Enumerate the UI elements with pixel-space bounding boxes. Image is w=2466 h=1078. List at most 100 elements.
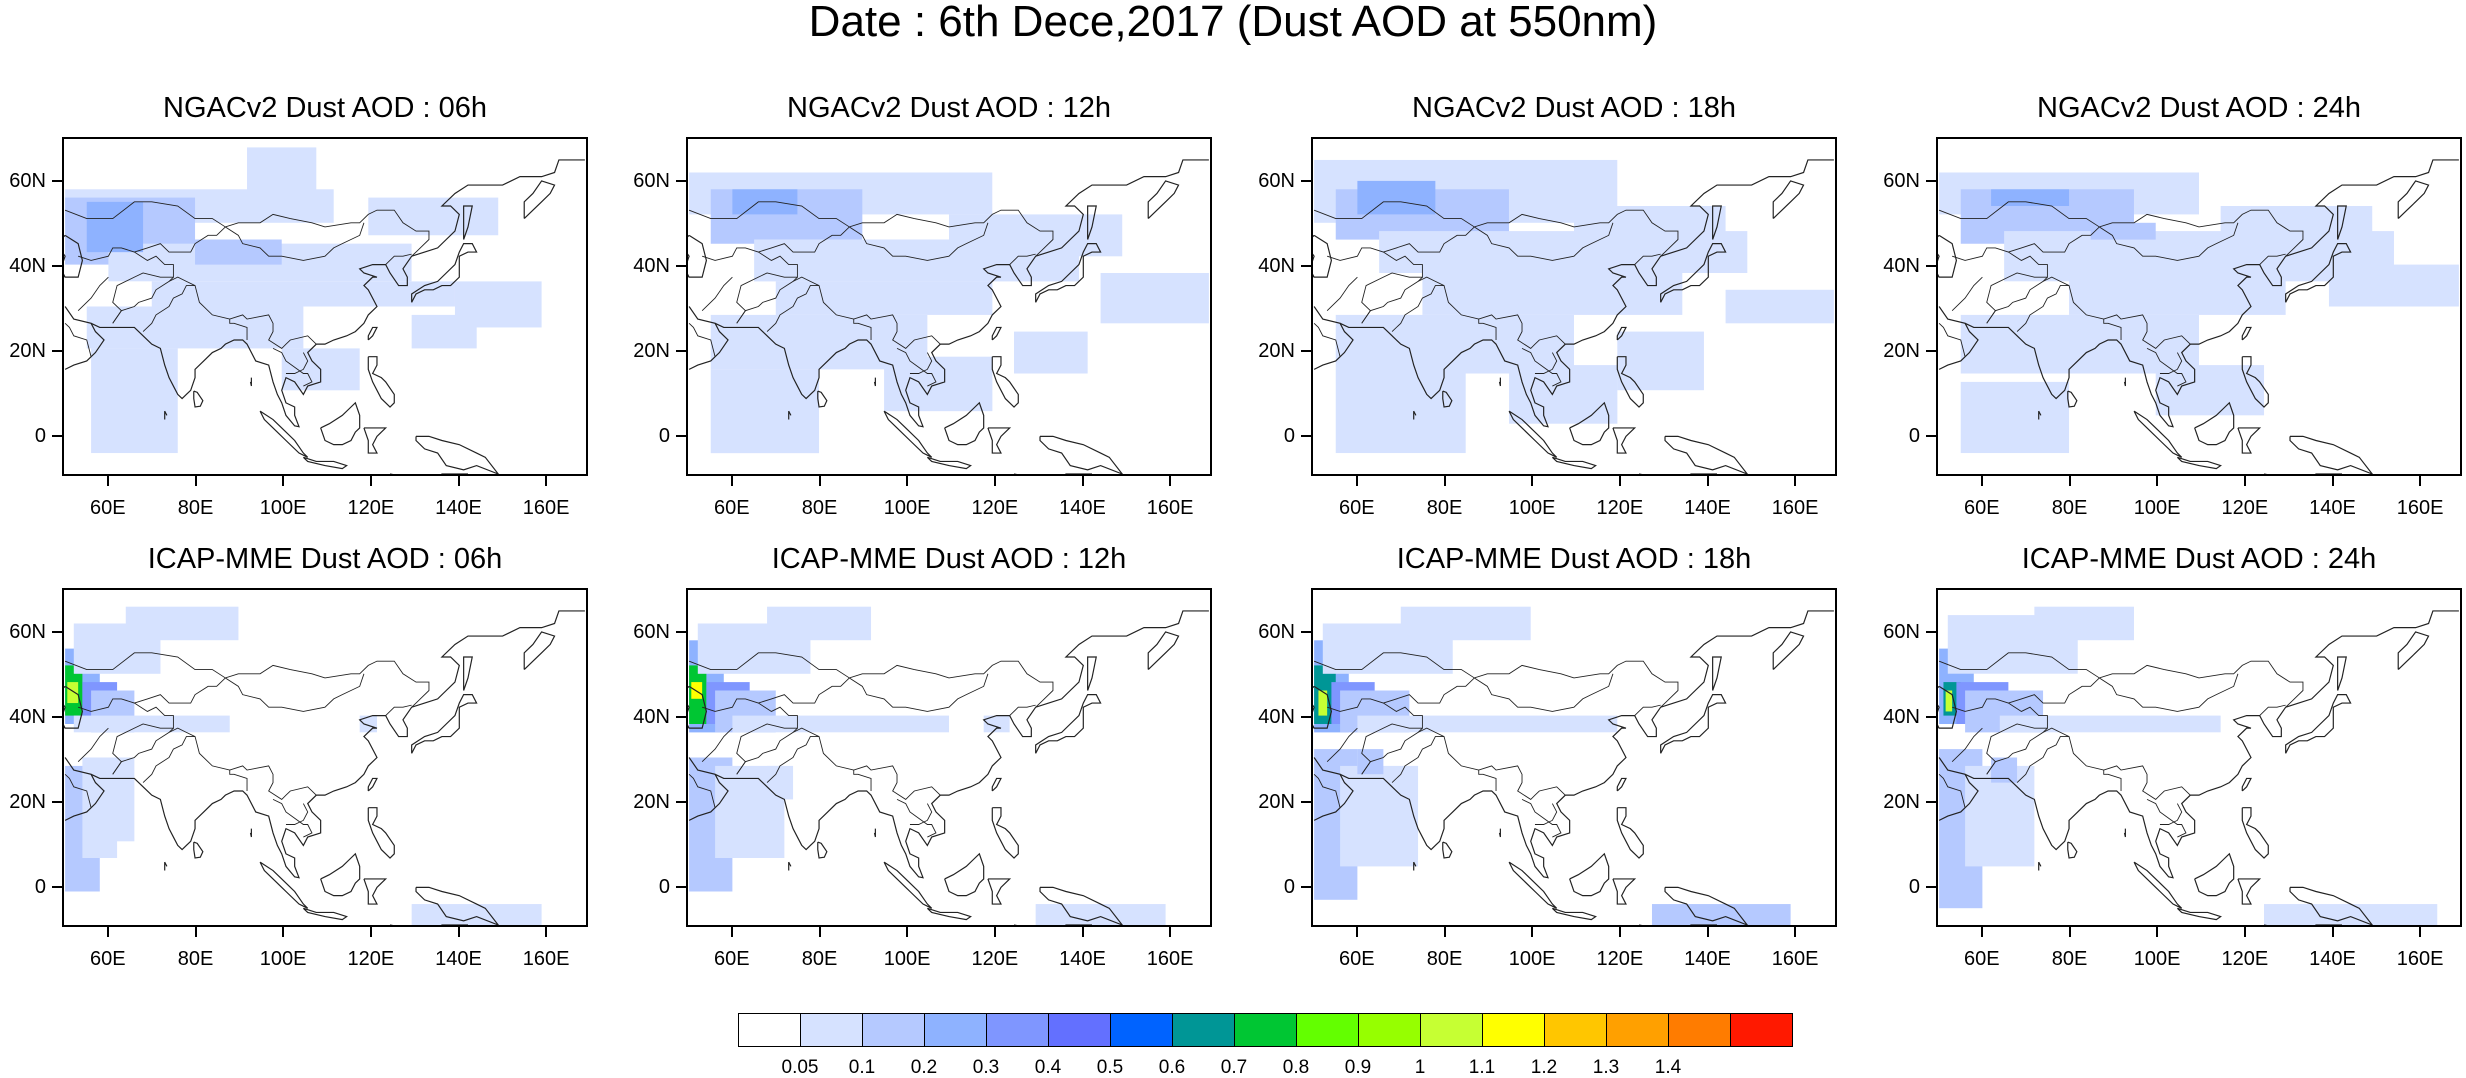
coastlines bbox=[688, 159, 1209, 474]
colorbar-swatch bbox=[1172, 1013, 1235, 1047]
lon-label: 160E bbox=[522, 948, 570, 970]
lon-tick bbox=[2243, 927, 2246, 937]
lat-label: 40N bbox=[633, 706, 670, 729]
lat-label: 60N bbox=[1258, 170, 1295, 193]
lat-label: 40N bbox=[1883, 706, 1920, 729]
lon-tick bbox=[2331, 476, 2334, 486]
colorbar-swatch bbox=[1048, 1013, 1111, 1047]
lon-label: 100E bbox=[259, 948, 307, 970]
lat-tick bbox=[676, 800, 686, 803]
lat-label: 20N bbox=[633, 339, 670, 362]
coastlines bbox=[1313, 610, 1834, 925]
lat-label: 40N bbox=[1258, 706, 1295, 729]
lon-tick bbox=[730, 927, 733, 937]
dust-cell bbox=[732, 715, 949, 733]
map-panel: 60N 40N 20N 0 60E 80E 100E 120E 140E 160E bbox=[1258, 137, 1837, 518]
colorbar-swatch bbox=[1544, 1013, 1607, 1047]
lat-tick bbox=[1926, 800, 1936, 803]
dust-cell bbox=[767, 765, 794, 800]
dust-cell bbox=[710, 369, 820, 454]
lon-tick bbox=[1618, 476, 1621, 486]
lat-tick bbox=[52, 800, 62, 803]
lat-tick bbox=[1301, 631, 1311, 634]
panel-title: ICAP-MME Dust AOD : 12h bbox=[771, 543, 1127, 575]
lat-label: 0 bbox=[1908, 875, 1920, 898]
colorbar-label: 1.4 bbox=[1654, 1057, 1682, 1078]
panel-title: ICAP-MME Dust AOD : 18h bbox=[1396, 543, 1752, 575]
lon-tick bbox=[2243, 476, 2246, 486]
lon-label: 120E bbox=[971, 497, 1019, 519]
lat-label: 40N bbox=[9, 255, 46, 278]
lon-tick bbox=[194, 476, 197, 486]
dust-cell bbox=[1965, 765, 2035, 867]
lat-label: 40N bbox=[1883, 255, 1920, 278]
lon-label: 80E bbox=[801, 497, 838, 519]
lat-tick bbox=[1926, 716, 1936, 719]
lat-tick bbox=[1301, 265, 1311, 268]
lon-tick bbox=[457, 927, 460, 937]
colorbar-swatch bbox=[986, 1013, 1049, 1047]
dust-field bbox=[1938, 606, 2459, 925]
main-title: Date : 6th Dece,2017 (Dust AOD at 550nm) bbox=[808, 0, 1658, 46]
lat-label: 60N bbox=[1883, 170, 1920, 193]
lon-tick bbox=[730, 476, 733, 486]
coastlines bbox=[64, 610, 585, 925]
lon-label: 100E bbox=[259, 497, 307, 519]
lon-tick bbox=[1355, 927, 1358, 937]
colorbar-swatch bbox=[1234, 1013, 1297, 1047]
dust-cell bbox=[1318, 690, 1328, 716]
lat-label: 60N bbox=[1258, 621, 1295, 644]
dust-cell bbox=[247, 147, 317, 215]
lon-tick bbox=[818, 927, 821, 937]
dust-cell bbox=[2264, 904, 2438, 925]
lat-label: 20N bbox=[1883, 790, 1920, 813]
lon-label: 120E bbox=[347, 948, 395, 970]
lon-label: 120E bbox=[347, 497, 395, 519]
lon-tick bbox=[1618, 927, 1621, 937]
dust-cell bbox=[2090, 222, 2156, 240]
panel-title: ICAP-MME Dust AOD : 06h bbox=[147, 543, 503, 575]
lat-tick bbox=[1926, 631, 1936, 634]
colorbar-label: 1 bbox=[1414, 1057, 1426, 1078]
map-panel: 60N 40N 20N 0 60E 80E 100E 120E 140E 160E bbox=[1258, 588, 1837, 969]
dust-field bbox=[1313, 606, 1834, 925]
panel-title: NGACv2 Dust AOD : 18h bbox=[1412, 92, 1736, 124]
lon-tick bbox=[2331, 927, 2334, 937]
dust-cell bbox=[949, 214, 1123, 257]
lon-label: 100E bbox=[1508, 948, 1556, 970]
colorbar-swatch bbox=[1296, 1013, 1359, 1047]
panel-title: NGACv2 Dust AOD : 24h bbox=[2037, 92, 2361, 124]
lat-label: 0 bbox=[1283, 875, 1295, 898]
lon-tick bbox=[282, 476, 285, 486]
colorbar-label: 0.7 bbox=[1220, 1057, 1248, 1078]
lat-label: 0 bbox=[658, 424, 670, 447]
colorbar-swatch bbox=[1482, 1013, 1545, 1047]
colorbar-swatch bbox=[1420, 1013, 1483, 1047]
coastlines bbox=[1313, 159, 1834, 474]
lon-tick bbox=[2156, 927, 2159, 937]
dust-cell bbox=[411, 314, 477, 349]
panel-title: NGACv2 Dust AOD : 12h bbox=[787, 92, 1111, 124]
lon-tick bbox=[993, 927, 996, 937]
lon-label: 120E bbox=[1596, 497, 1644, 519]
lon-label: 120E bbox=[2221, 497, 2269, 519]
lat-tick bbox=[676, 885, 686, 888]
map-panel: 60N 40N 20N 0 60E 80E 100E 120E 140E 160E bbox=[633, 137, 1212, 518]
dust-cell bbox=[1999, 715, 2221, 733]
map-panel: 60N 40N 20N 0 60E 80E 100E 120E 140E 160E bbox=[1883, 137, 2462, 518]
lat-label: 40N bbox=[9, 706, 46, 729]
colorbar-swatch bbox=[1358, 1013, 1421, 1047]
dust-cell bbox=[1340, 765, 1419, 867]
dust-field bbox=[688, 606, 1209, 925]
dust-cell bbox=[2069, 273, 2286, 315]
lon-label: 60E bbox=[1964, 497, 2000, 519]
dust-cell bbox=[359, 715, 377, 733]
lon-tick bbox=[1169, 927, 1172, 937]
lon-tick bbox=[1169, 476, 1172, 486]
dust-cell bbox=[1357, 180, 1436, 215]
dust-cell bbox=[1422, 273, 1683, 315]
lon-tick bbox=[1531, 927, 1534, 937]
lon-label: 140E bbox=[1684, 948, 1731, 970]
lat-tick bbox=[1301, 349, 1311, 352]
lon-tick bbox=[1443, 927, 1446, 937]
